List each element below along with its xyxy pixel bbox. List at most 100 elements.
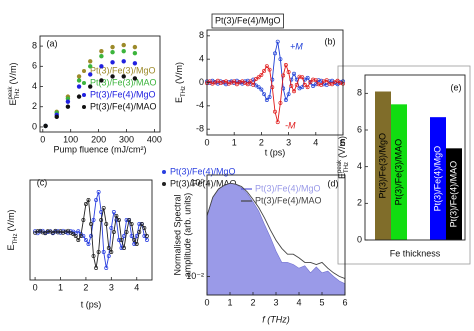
marker [119, 238, 124, 242]
marker [297, 74, 302, 79]
marker [294, 82, 299, 87]
point [121, 42, 126, 48]
marker [50, 230, 55, 235]
y-tick-label: 0 [32, 121, 37, 131]
marker [109, 226, 114, 230]
marker [40, 230, 45, 235]
point [110, 74, 115, 79]
marker [89, 222, 93, 226]
x-tick-label: 5 [340, 137, 345, 147]
point [54, 114, 59, 120]
marker [232, 79, 237, 84]
x-tick-label: 0 [204, 297, 209, 307]
y-tick-label: 0 [357, 234, 362, 244]
point [88, 72, 93, 77]
marker [281, 73, 286, 78]
legend-marker [162, 182, 166, 186]
marker [96, 250, 101, 254]
y-axis-label: Normalised Spectral [172, 194, 182, 275]
point [76, 78, 82, 83]
x-tick-label: 4 [296, 297, 301, 307]
legend-label: Pt(3)/Fe(4)/MAO [255, 195, 322, 205]
y-axis-label: ETHz (V/m) [6, 209, 18, 250]
panel-label: (a) [47, 38, 58, 48]
marker [117, 238, 121, 242]
point [76, 74, 82, 79]
marker [278, 100, 283, 105]
marker [207, 79, 212, 84]
legend-marker [82, 93, 86, 97]
marker [313, 82, 318, 87]
point [110, 49, 115, 55]
marker [305, 85, 310, 90]
marker [264, 98, 269, 102]
marker [142, 226, 147, 230]
marker [262, 92, 267, 97]
marker [63, 229, 68, 234]
marker [283, 98, 288, 102]
y-tick-label: 4 [32, 81, 37, 91]
marker [144, 238, 149, 242]
legend-marker [82, 81, 86, 85]
x-axis-label: t (ps) [81, 299, 102, 309]
marker [35, 229, 40, 234]
x-tick-label: 300 [119, 134, 134, 144]
point [76, 94, 82, 99]
y-label-unit: (V/m) [174, 62, 184, 84]
marker [137, 230, 142, 234]
marker [124, 218, 129, 222]
marker [122, 246, 126, 250]
y-label-symbol: E [8, 100, 18, 106]
marker [273, 51, 277, 56]
y-tick-label: -4 [196, 100, 204, 110]
y-tick-label: 2 [357, 198, 362, 208]
y-tick-label: 8 [32, 40, 37, 50]
marker [101, 206, 106, 210]
point [121, 48, 126, 54]
point [65, 96, 71, 101]
marker [256, 75, 261, 80]
marker [245, 82, 250, 87]
point [110, 44, 115, 50]
y-label-unit: (V/m) [8, 62, 18, 84]
y-label-sup: peak [8, 85, 14, 99]
marker [305, 75, 310, 80]
y-axis-label: ETHz (V/m) [174, 62, 186, 103]
point [88, 84, 93, 89]
marker [254, 83, 258, 88]
legend-marker [82, 69, 86, 73]
x-tick-label: 100 [63, 134, 78, 144]
y-label-unit: (V/m) [6, 209, 16, 231]
marker [101, 250, 106, 254]
y-label-symbol: E [174, 97, 184, 103]
marker [81, 234, 86, 238]
marker [286, 92, 291, 97]
marker [267, 95, 272, 100]
marker [91, 218, 96, 222]
point [99, 54, 104, 59]
point [88, 64, 93, 69]
marker [319, 82, 324, 87]
panel-label: (c) [37, 177, 48, 187]
panel-label: (e) [451, 82, 462, 92]
marker [275, 39, 280, 44]
marker [137, 222, 142, 226]
plot-frame [29, 179, 153, 281]
x-tick-label: 0 [204, 137, 209, 147]
marker [142, 234, 147, 238]
marker [259, 72, 264, 77]
marker [292, 71, 296, 76]
marker [76, 238, 81, 242]
y-tick-label: 2 [32, 101, 37, 111]
y-label-unit: (V/m) [337, 136, 347, 158]
marker [213, 80, 218, 85]
y-tick-label: 4 [199, 54, 204, 64]
point [132, 76, 138, 81]
y-label-sub: THz [15, 89, 21, 100]
line [206, 41, 344, 102]
marker [240, 79, 245, 84]
marker [278, 57, 283, 62]
marker [91, 254, 96, 258]
marker [144, 234, 149, 238]
series-tag: +M [290, 41, 303, 51]
